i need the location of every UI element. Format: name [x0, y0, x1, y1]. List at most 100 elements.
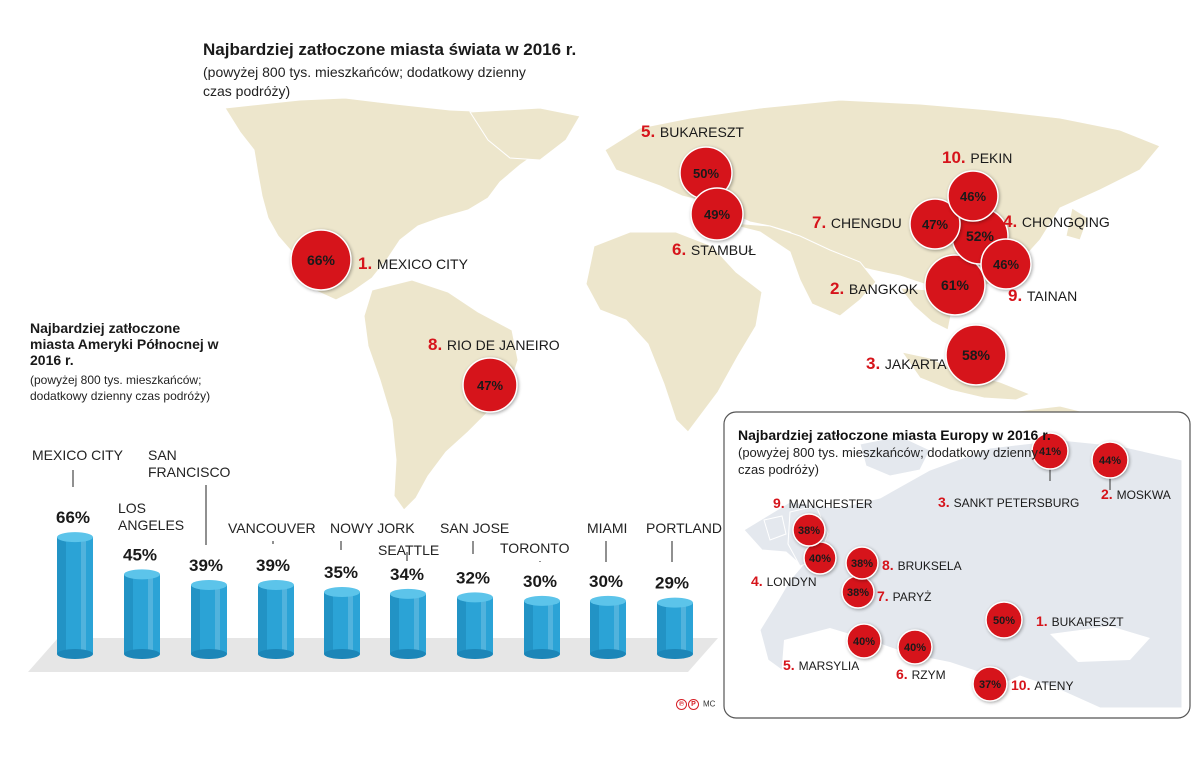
cp-logo-icon: ℗	[676, 699, 687, 710]
world-city-label: 6. STAMBUŁ	[672, 240, 756, 259]
world-city-name: BUKARESZT	[660, 124, 744, 140]
bar-1: 66% MEXICO CITY	[32, 447, 124, 659]
world-city-label: 10. PEKIN	[942, 148, 1012, 167]
europe-city-name: MARSYLIA	[799, 659, 860, 673]
bar-highlight	[215, 584, 220, 654]
europe-city-rank: 1.	[1036, 613, 1052, 629]
bar-shade	[524, 600, 533, 654]
world-city-marker	[924, 254, 986, 316]
world-city-value: 46%	[960, 189, 986, 204]
europe-city-rank: 3.	[938, 494, 954, 510]
europe-city-value: 40%	[809, 553, 831, 565]
world-city-label: 1. MEXICO CITY	[358, 254, 469, 273]
cp-logo-icon-2: P	[688, 699, 699, 710]
europe-city-3: 41% 3. SANKT PETERSBURG	[938, 432, 1079, 510]
world-city-value: 47%	[922, 217, 948, 232]
bar-category-label: VANCOUVER	[228, 520, 316, 536]
europe-city-4: 40% 4. LONDYN	[751, 541, 837, 589]
bar-4: 39% VANCOUVER	[228, 520, 316, 659]
world-city-8: 47% 8. RIO DE JANEIRO	[428, 335, 560, 413]
europe-city-2: 44% 2. MOSKWA	[1091, 441, 1171, 502]
europe-city-marker	[985, 601, 1023, 639]
world-city-label: 8. RIO DE JANEIRO	[428, 335, 560, 354]
bar-category-label: ANGELES	[118, 517, 184, 533]
europe-city-label: 8. BRUKSELA	[882, 557, 962, 573]
world-city-6: 49% 6. STAMBUŁ	[672, 187, 756, 259]
world-city-name: PEKIN	[970, 150, 1012, 166]
bar-top	[57, 532, 93, 543]
bar-category-label: TORONTO	[500, 540, 570, 556]
world-city-rank: 6.	[672, 240, 691, 259]
landmass-arabia-india	[719, 221, 877, 317]
landmass-japan	[1065, 207, 1089, 241]
europe-city-label: 3. SANKT PETERSBURG	[938, 494, 1079, 510]
bar-highlight	[414, 593, 419, 654]
world-city-1: 66% 1. MEXICO CITY	[290, 229, 469, 291]
page-subtitle: (powyżej 800 tys. mieszkańców; dodatkowy…	[203, 64, 526, 99]
europe-city-marker	[1091, 441, 1129, 479]
world-city-2: 61% 2. BANGKOK	[830, 254, 986, 316]
europe-city-9: 38% 9. MANCHESTER	[773, 495, 873, 547]
bar-top	[191, 579, 227, 590]
bar-value-label: 30%	[523, 572, 557, 591]
world-city-7: 47% 7. CHENGDU	[812, 198, 961, 250]
bar-category-label: SAN	[148, 447, 177, 463]
world-city-label: 7. CHENGDU	[812, 213, 902, 232]
bar-category-label: NOWY JORK	[330, 520, 415, 536]
bar-category-label: MIAMI	[587, 520, 627, 536]
world-city-name: STAMBUŁ	[691, 242, 756, 258]
landmass-greenland	[469, 107, 581, 161]
world-city-name: CHENGDU	[831, 215, 902, 231]
bar-top	[590, 595, 626, 606]
world-city-name: TAINAN	[1027, 288, 1077, 304]
world-city-marker	[462, 357, 518, 413]
bar-top	[657, 597, 693, 608]
europe-city-marker	[792, 513, 826, 547]
bar-value-label: 35%	[324, 563, 358, 582]
europe-city-name: MANCHESTER	[789, 497, 873, 511]
world-city-10: 46% 10. PEKIN	[942, 148, 1012, 222]
europe-city-label: 6. RZYM	[896, 666, 946, 682]
bar-bottom	[258, 649, 294, 659]
bar-top	[124, 569, 160, 580]
world-city-rank: 5.	[641, 122, 660, 141]
europe-city-8: 38% 8. BRUKSELA	[845, 546, 962, 580]
bar-8: 30% TORONTO	[500, 540, 570, 659]
world-city-value: 50%	[693, 166, 719, 181]
europe-city-name: BRUKSELA	[898, 559, 962, 573]
europe-city-marker	[845, 546, 879, 580]
bar-bottom	[324, 649, 360, 659]
bar-bottom	[124, 649, 160, 659]
world-city-rank: 1.	[358, 254, 377, 273]
bar-value-label: 39%	[256, 556, 290, 575]
bar-highlight	[548, 600, 553, 654]
world-city-label: 2. BANGKOK	[830, 279, 919, 298]
europe-city-value: 38%	[798, 525, 820, 537]
europe-city-rank: 7.	[877, 588, 893, 604]
world-city-value: 49%	[704, 207, 730, 222]
europe-city-value: 37%	[979, 679, 1001, 691]
europe-city-name: PARYŻ	[893, 590, 932, 604]
bar-top	[390, 588, 426, 599]
europe-city-1: 50% 1. BUKARESZT	[985, 601, 1124, 639]
europe-city-rank: 6.	[896, 666, 912, 682]
world-city-value: 61%	[941, 277, 970, 293]
world-city-rank: 7.	[812, 213, 831, 232]
bar-5: 35% NOWY JORK	[324, 520, 415, 659]
bar-top	[457, 592, 493, 603]
world-city-name: CHONGQING	[1022, 214, 1110, 230]
bar-category-label: SAN JOSE	[440, 520, 509, 536]
europe-city-name: RZYM	[912, 668, 946, 682]
bar-highlight	[681, 602, 686, 654]
europe-city-label: 10. ATENY	[1011, 677, 1073, 693]
europe-city-name: ATENY	[1034, 679, 1073, 693]
bar-highlight	[81, 537, 86, 654]
bar-bottom	[57, 649, 93, 659]
world-city-rank: 10.	[942, 148, 970, 167]
europe-city-name: MOSKWA	[1117, 488, 1171, 502]
bar-value-label: 32%	[456, 568, 490, 587]
world-city-value: 66%	[307, 252, 336, 268]
europe-city-label: 5. MARSYLIA	[783, 657, 859, 673]
